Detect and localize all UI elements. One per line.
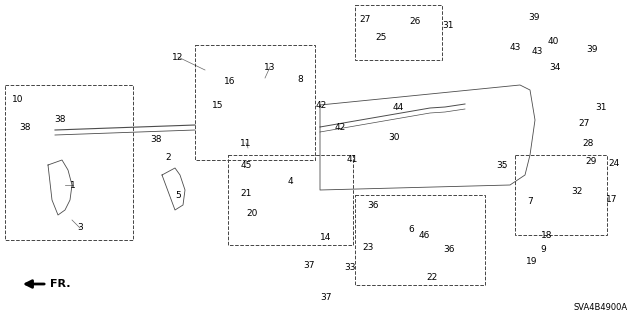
Text: 10: 10 [12,94,24,103]
Text: 8: 8 [297,76,303,85]
Text: 27: 27 [579,118,589,128]
Text: 28: 28 [582,138,594,147]
Text: 34: 34 [549,63,561,72]
Bar [195,45,315,160]
Text: 37: 37 [303,261,315,270]
Text: 15: 15 [212,101,224,110]
Text: 36: 36 [367,202,379,211]
Text: 1: 1 [70,181,76,189]
Text: SVA4B4900A: SVA4B4900A [574,303,628,313]
Text: 7: 7 [527,197,533,206]
Text: 4: 4 [287,176,293,186]
Text: 38: 38 [150,135,162,144]
Text: 43: 43 [509,42,521,51]
Text: 32: 32 [572,188,582,197]
Text: 23: 23 [362,243,374,253]
Text: 24: 24 [609,159,620,167]
Text: 3: 3 [77,224,83,233]
Text: 19: 19 [526,256,538,265]
Text: 45: 45 [240,161,252,170]
Text: 42: 42 [334,122,346,131]
Bar [5,85,133,240]
Text: 11: 11 [240,138,252,147]
Text: 44: 44 [392,103,404,113]
Text: 37: 37 [320,293,332,301]
Text: 46: 46 [419,231,429,240]
Text: 33: 33 [344,263,356,271]
Text: 5: 5 [175,191,181,201]
Text: 22: 22 [426,272,438,281]
Text: 18: 18 [541,232,553,241]
Bar [515,155,607,235]
Text: 38: 38 [54,115,66,124]
Text: 35: 35 [496,160,508,169]
Text: 41: 41 [346,155,358,165]
Text: 31: 31 [595,102,607,112]
Text: 9: 9 [540,246,546,255]
Text: 6: 6 [408,225,414,234]
Text: FR.: FR. [50,279,70,289]
Bar [228,155,353,245]
Text: 13: 13 [264,63,276,71]
Bar [355,5,442,60]
Text: 39: 39 [528,12,540,21]
Text: 39: 39 [586,46,598,55]
Text: 20: 20 [246,209,258,218]
Text: 43: 43 [531,48,543,56]
Text: 27: 27 [359,16,371,25]
Text: 12: 12 [172,53,184,62]
Text: 36: 36 [444,244,455,254]
Text: 16: 16 [224,77,236,85]
Text: 38: 38 [19,122,31,131]
Text: 17: 17 [606,195,618,204]
Text: 40: 40 [547,38,559,47]
Text: 31: 31 [442,20,454,29]
Text: 30: 30 [388,132,400,142]
Text: 2: 2 [165,152,171,161]
Text: 29: 29 [586,157,596,166]
Text: 26: 26 [410,17,420,26]
Bar [355,195,485,285]
Text: 25: 25 [375,33,387,41]
Text: 21: 21 [240,189,252,197]
Text: 42: 42 [316,101,326,110]
Text: 14: 14 [320,233,332,241]
